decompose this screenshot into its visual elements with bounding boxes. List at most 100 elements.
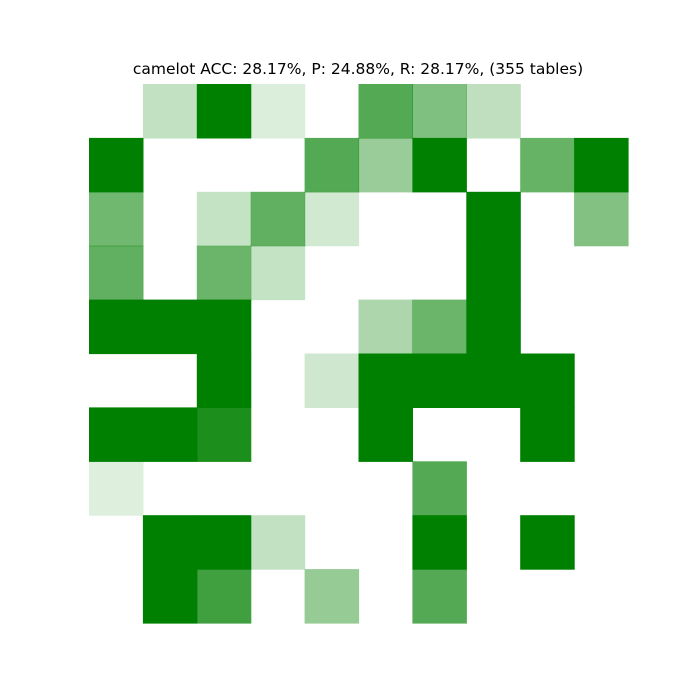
heatmap-cell-r7-c0 [89,461,144,516]
heatmap-cell-r2-c2 [196,191,252,247]
heatmap-cell-r0-c0 [89,84,144,139]
heatmap-cell-r3-c2 [196,245,252,301]
heatmap-cell-r9-c6 [412,569,467,624]
heatmap-cell-r0-c1 [142,84,198,139]
heatmap-cell-r4-c8 [520,300,575,355]
heatmap-cell-r7-c4 [305,461,360,516]
heatmap-cell-r6-c6 [412,407,467,462]
chart-title: camelot ACC: 28.17%, P: 24.88%, R: 28.17… [132,60,584,78]
heatmap-cell-r3-c9 [574,246,629,301]
heatmap-cell-r3-c1 [143,246,198,301]
heatmap-cell-r9-c9 [574,569,629,624]
heatmap-cell-r8-c5 [359,515,414,570]
heatmap-cell-r4-c4 [305,300,360,355]
heatmap-cell-r6-c3 [251,407,306,462]
heatmap-cell-r2-c7 [466,191,521,247]
heatmap-cell-r7-c9 [574,461,629,516]
heatmap-cell-r1-c2 [197,138,252,193]
heatmap-cell-r0-c7 [466,84,521,139]
heatmap-cell-r1-c6 [412,137,467,193]
heatmap-cell-r0-c2 [196,84,252,139]
heatmap-cell-r7-c7 [466,461,521,516]
heatmap-cell-r4-c2 [196,299,252,355]
heatmap-cell-r5-c0 [89,354,144,409]
heatmap-cell-r8-c1 [142,515,198,570]
heatmap-cell-r0-c5 [358,84,413,139]
heatmap-cell-r7-c5 [359,461,414,516]
heatmap-cell-r8-c2 [196,515,252,570]
heatmap-cell-r3-c6 [412,246,467,301]
heatmap-cell-r6-c2 [196,407,252,462]
heatmap-cell-r5-c4 [304,353,360,408]
heatmap-cell-r5-c7 [466,353,521,408]
heatmap-cell-r4-c1 [142,299,198,355]
heatmap-cell-r5-c9 [574,354,629,409]
heatmap-cell-r6-c8 [520,407,575,462]
heatmap-cell-r8-c3 [250,515,306,570]
heatmap-cell-r8-c6 [412,515,467,570]
heatmap-cell-r2-c0 [89,191,144,247]
heatmap-cell-r2-c1 [143,192,198,247]
heatmap-cell-r6-c4 [305,407,360,462]
heatmap-cell-r6-c7 [466,407,521,462]
heatmap-cell-r6-c1 [142,407,198,462]
heatmap-cell-r2-c3 [250,191,306,247]
heatmap-cell-r2-c5 [359,192,414,247]
heatmap-cell-r4-c0 [89,299,144,355]
heatmap-cells [89,84,629,624]
heatmap-cell-r1-c0 [89,137,144,193]
heatmap-cell-r4-c7 [466,299,521,355]
heatmap-cell-r3-c0 [89,245,144,301]
heatmap-cell-r8-c0 [89,515,144,570]
heatmap-cell-r9-c8 [520,569,575,624]
heatmap-cell-r4-c6 [412,299,467,355]
heatmap-cell-r1-c1 [143,138,198,193]
heatmap-cell-r1-c4 [304,137,360,193]
heatmap-cell-r5-c2 [196,353,252,408]
heatmap-cell-r7-c2 [197,461,252,516]
heatmap-cell-r3-c4 [305,246,360,301]
heatmap-cell-r3-c5 [359,246,414,301]
heatmap-cell-r2-c6 [412,192,467,247]
heatmap-cell-r9-c1 [142,569,198,624]
heatmap-cell-r5-c5 [358,353,413,408]
heatmap-cell-r2-c9 [574,191,629,247]
heatmap-cell-r6-c5 [358,407,413,462]
heatmap-cell-r6-c9 [574,407,629,462]
heatmap-cell-r1-c9 [574,137,629,193]
heatmap-cell-r4-c5 [358,299,413,355]
heatmap-cell-r3-c7 [466,245,521,301]
heatmap-cell-r8-c8 [520,515,575,570]
heatmap-cell-r0-c9 [574,84,629,139]
heatmap-cell-r5-c8 [520,353,575,408]
heatmap-cell-r1-c7 [466,138,521,193]
heatmap-cell-r1-c3 [251,138,306,193]
heatmap-cell-r0-c4 [305,84,360,139]
heatmap-cell-r5-c6 [412,353,467,408]
heatmap-cell-r9-c5 [359,569,414,624]
heatmap-cell-r4-c9 [574,300,629,355]
heatmap-cell-r8-c4 [305,515,360,570]
heatmap-cell-r0-c6 [412,84,467,139]
heatmap-cell-r9-c4 [304,569,360,624]
heatmap-cell-r0-c8 [520,84,575,139]
heatmap-cell-r9-c2 [196,569,252,624]
heatmap-cell-r5-c1 [143,354,198,409]
heatmap-cell-r5-c3 [251,354,306,409]
heatmap-cell-r2-c4 [304,191,360,247]
heatmap-cell-r1-c5 [358,137,413,193]
heatmap-cell-r6-c0 [89,407,144,462]
heatmap-cell-r8-c7 [466,515,521,570]
heatmap-cell-r3-c8 [520,246,575,301]
heatmap-cell-r0-c3 [250,84,306,139]
heatmap-cell-r7-c3 [251,461,306,516]
heatmap-cell-r4-c3 [251,300,306,355]
heatmap-cell-r2-c8 [520,192,575,247]
heatmap-cell-r9-c0 [89,569,144,624]
heatmap-cell-r9-c3 [251,569,306,624]
heatmap-cell-r7-c6 [412,461,467,516]
heatmap-cell-r7-c8 [520,461,575,516]
heatmap-cell-r9-c7 [466,569,521,624]
heatmap-cell-r7-c1 [143,461,198,516]
